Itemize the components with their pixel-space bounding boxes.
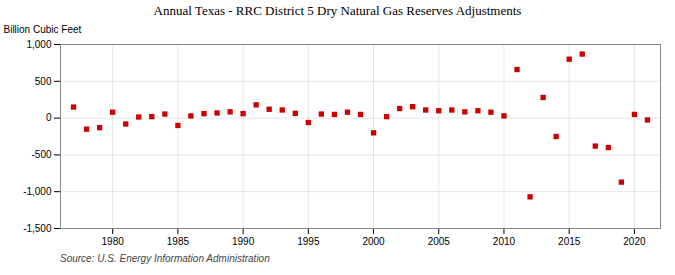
svg-text:Billion Cubic Feet: Billion Cubic Feet [4, 24, 82, 35]
svg-text:-1,500: -1,500 [23, 223, 52, 234]
svg-text:2000: 2000 [362, 236, 385, 247]
svg-text:500: 500 [35, 76, 52, 87]
svg-text:1980: 1980 [102, 236, 125, 247]
html-text:Annual Texas - RRC District 5: Annual Texas - RRC District 5 Dry Natura… [153, 3, 522, 18]
html-text:Source: U.S. Energy Informatio: Source: U.S. Energy Information Administ… [60, 253, 270, 264]
svg-text:1990: 1990 [232, 236, 255, 247]
svg-text:-500: -500 [31, 149, 51, 160]
svg-text:2010: 2010 [493, 236, 516, 247]
svg-text:0: 0 [46, 112, 52, 123]
svg-text:2015: 2015 [558, 236, 581, 247]
svg-text:-1,000: -1,000 [23, 186, 52, 197]
svg-text:1995: 1995 [297, 236, 320, 247]
svg-text:2005: 2005 [428, 236, 451, 247]
svg-text:1,000: 1,000 [26, 39, 51, 50]
svg-text:1985: 1985 [167, 236, 190, 247]
svg-text:2020: 2020 [623, 236, 646, 247]
